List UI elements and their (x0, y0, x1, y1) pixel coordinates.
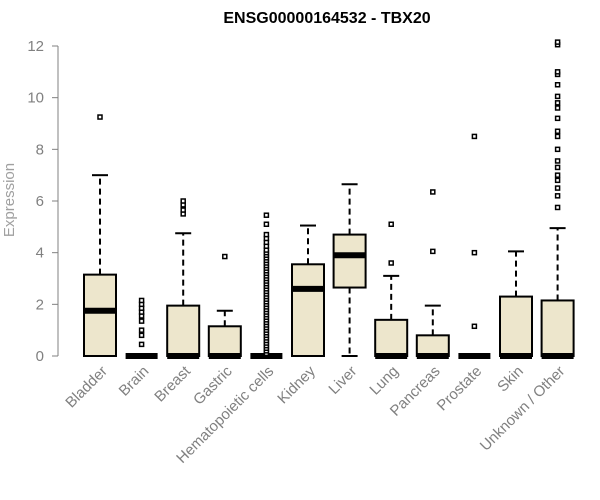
box-group (291, 224, 325, 357)
outlier-point (138, 297, 145, 304)
outlier-point (554, 82, 561, 88)
y-tick-label: 2 (36, 296, 44, 313)
x-tick-label: Bladder (62, 363, 111, 412)
outlier-point (471, 323, 478, 330)
y-tick-label: 0 (36, 348, 44, 365)
outlier-point (430, 189, 436, 195)
outlier-point (138, 341, 145, 348)
box (374, 318, 409, 358)
outlier-point (263, 231, 270, 238)
outlier-point (180, 198, 186, 204)
x-tick-label: Breast (151, 362, 194, 405)
outlier-point (554, 204, 561, 211)
y-tick-label: 6 (36, 193, 44, 210)
box (499, 295, 533, 358)
outlier-point (554, 146, 561, 153)
box (166, 304, 201, 357)
outlier-point (554, 133, 561, 140)
y-tick-label: 4 (36, 245, 44, 262)
outlier-point (388, 260, 394, 266)
outlier-point (180, 207, 186, 213)
box (540, 299, 575, 358)
x-tick-label: Kidney (274, 362, 319, 407)
outlier-point (138, 332, 145, 339)
outlier-point (138, 318, 145, 324)
box-group (499, 250, 533, 359)
x-tick-label: Brain (116, 363, 153, 400)
outlier-point (263, 212, 270, 218)
box-group (415, 189, 450, 359)
box-group (166, 198, 201, 359)
y-axis-label: Expression (1, 163, 18, 237)
box (291, 263, 325, 357)
outlier-point (554, 158, 561, 164)
outlier-point (554, 115, 561, 122)
outlier-point (554, 39, 561, 45)
box-group (207, 253, 242, 359)
x-tick-label: Prostate (434, 363, 486, 415)
box (415, 334, 450, 358)
y-axis: 0 2 4 6 8 10 12 (27, 38, 59, 365)
outlier-point (554, 93, 561, 100)
box-group (332, 183, 367, 357)
outlier-point (554, 185, 561, 191)
outlier-point (138, 327, 145, 333)
outlier-point (554, 128, 561, 134)
x-tick-label: Skin (494, 363, 527, 396)
box-group (540, 39, 575, 359)
outlier-point (554, 69, 561, 75)
box-group (250, 212, 283, 359)
outlier-point (554, 105, 561, 111)
box (207, 325, 242, 357)
outlier-point (97, 114, 103, 120)
outlier-point (471, 133, 478, 140)
box-group (125, 297, 158, 359)
box-series (83, 39, 575, 359)
x-tick-label: Lung (366, 363, 402, 399)
outlier-point (430, 248, 436, 255)
outlier-point (554, 177, 561, 184)
box-group (458, 133, 491, 359)
box-group (374, 221, 409, 359)
y-tick-label: 12 (27, 38, 44, 55)
outlier-point (222, 253, 228, 260)
box-group (83, 114, 117, 357)
y-tick-label: 8 (36, 141, 44, 158)
box (332, 233, 367, 289)
outlier-point (471, 249, 478, 256)
x-tick-label: Liver (325, 363, 360, 398)
outlier-point (554, 193, 561, 199)
chart-title: ENSG00000164532 - TBX20 (223, 10, 430, 27)
box (83, 273, 117, 357)
outlier-point (554, 172, 561, 178)
outlier-point (263, 221, 270, 227)
y-tick-label: 10 (27, 90, 44, 107)
outlier-point (388, 221, 394, 227)
outlier-point (554, 164, 561, 171)
outlier-point (554, 100, 561, 106)
